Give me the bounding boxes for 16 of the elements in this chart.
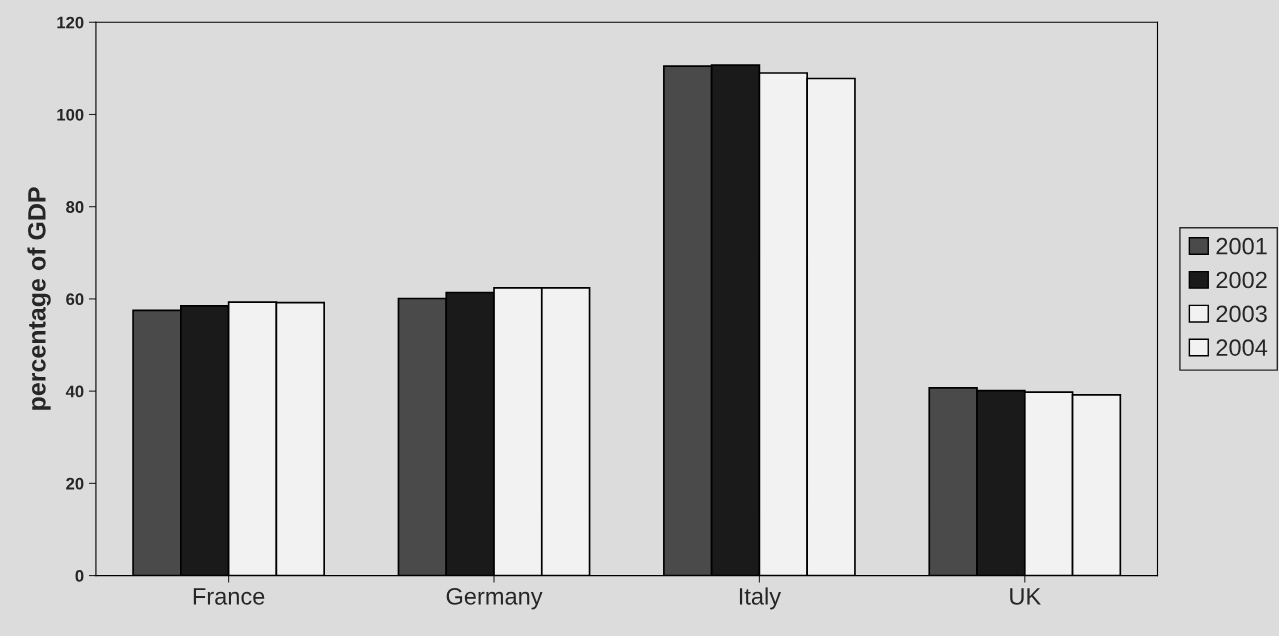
legend-label: 2003 bbox=[1216, 305, 1267, 323]
y-tick-label: 80 bbox=[66, 201, 84, 213]
y-tick-label: 0 bbox=[75, 569, 84, 582]
y-tick-label: 100 bbox=[57, 108, 84, 121]
legend-label: 2001 bbox=[1216, 237, 1267, 255]
y-tick-label: 20 bbox=[66, 477, 84, 490]
y-tick-label: 120 bbox=[57, 16, 84, 29]
legend-label: 2004 bbox=[1216, 339, 1268, 356]
legend-label: 2002 bbox=[1216, 271, 1267, 289]
y-axis-title: percentage of GDP bbox=[27, 187, 51, 410]
y-tick-label: 60 bbox=[66, 293, 84, 306]
x-tick-label: UK bbox=[1010, 588, 1041, 605]
x-tick-label: France bbox=[193, 588, 265, 605]
x-tick-label: Italy bbox=[739, 587, 782, 610]
x-tick-label: Germany bbox=[446, 588, 543, 610]
y-tick-label: 40 bbox=[65, 385, 84, 398]
